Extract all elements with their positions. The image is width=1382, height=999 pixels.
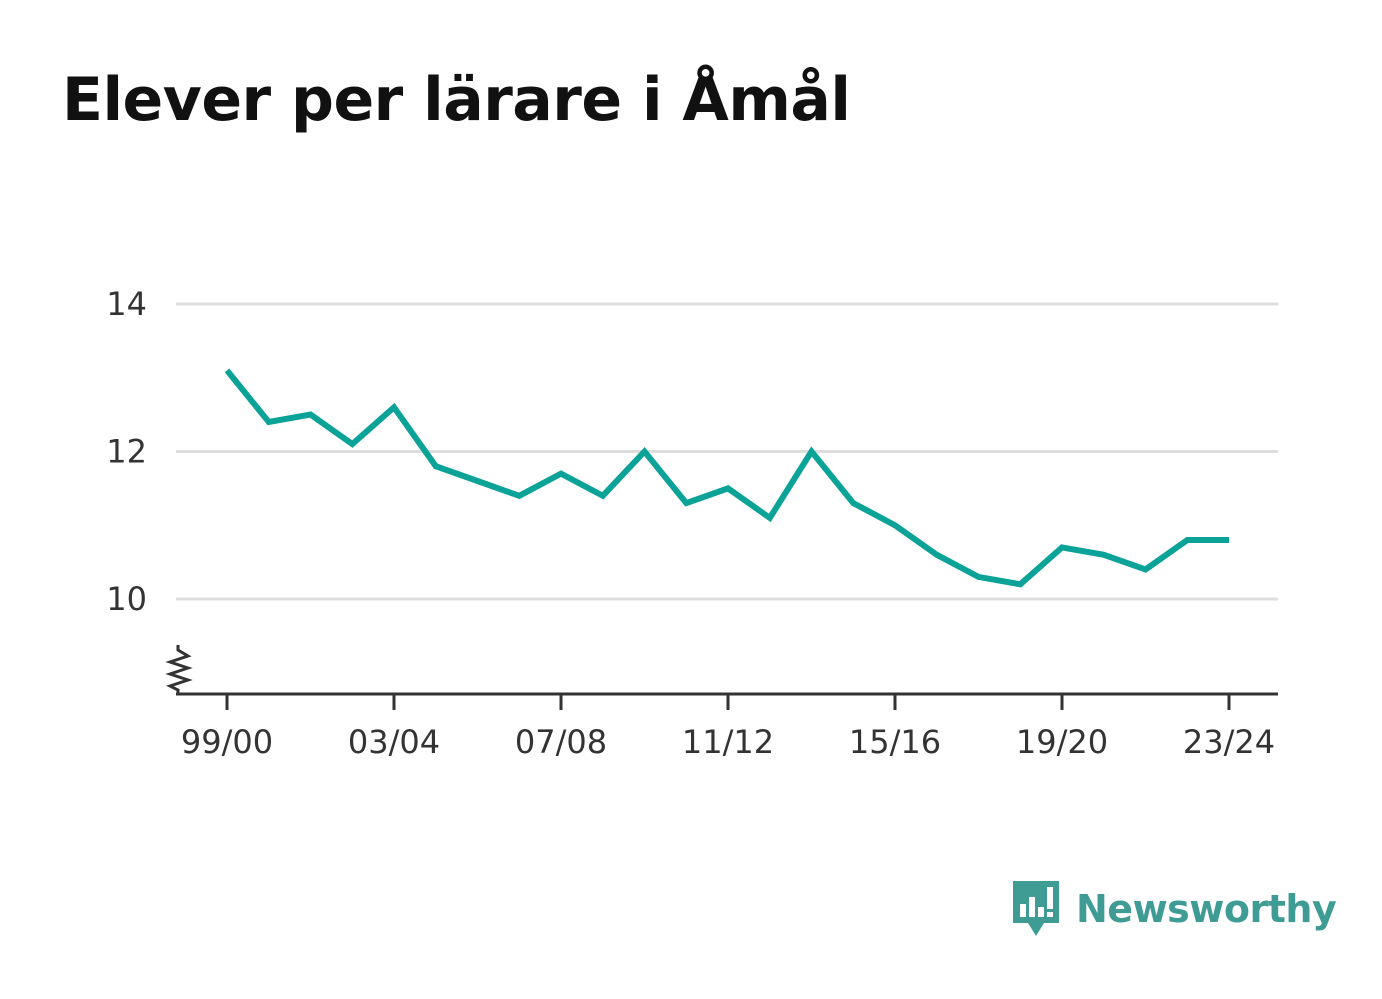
newsworthy-logo-icon bbox=[1013, 881, 1059, 936]
y-axis-break-icon bbox=[165, 645, 193, 694]
y-tick-label: 12 bbox=[106, 433, 147, 471]
x-tick-label: 03/04 bbox=[348, 723, 440, 761]
x-tick-label: 15/16 bbox=[849, 723, 941, 761]
gridlines bbox=[176, 302, 1278, 601]
y-tick-label: 10 bbox=[106, 580, 147, 618]
series-line bbox=[224, 368, 1229, 588]
chart-title: Elever per lärare i Åmål bbox=[62, 65, 851, 135]
x-axis-ticks: 99/00 03/04 07/08 11/12 15/16 19/20 23/24 bbox=[181, 694, 1275, 761]
brand: Newsworthy bbox=[1010, 878, 1337, 940]
data-series bbox=[224, 368, 1229, 588]
y-tick-label: 14 bbox=[106, 285, 147, 323]
x-tick-label: 19/20 bbox=[1016, 723, 1108, 761]
y-axis-tick-labels: 10 12 14 bbox=[106, 285, 147, 618]
x-tick-label: 23/24 bbox=[1183, 723, 1275, 761]
x-tick-label: 11/12 bbox=[682, 723, 774, 761]
x-tick-label: 07/08 bbox=[515, 723, 607, 761]
x-tick-label: 99/00 bbox=[181, 723, 273, 761]
brand-name: Newsworthy bbox=[1076, 887, 1337, 931]
